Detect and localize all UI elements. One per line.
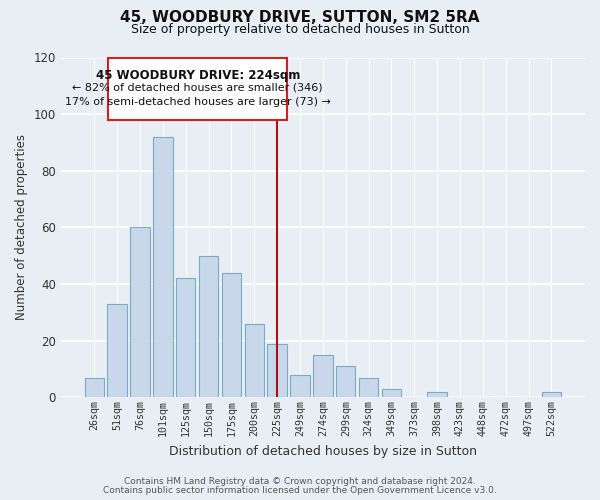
FancyBboxPatch shape (108, 58, 287, 120)
Bar (542, 392, 561, 398)
Text: ← 82% of detached houses are smaller (346): ← 82% of detached houses are smaller (34… (73, 83, 323, 93)
Bar (336, 366, 355, 398)
Bar (382, 389, 401, 398)
Y-axis label: Number of detached properties: Number of detached properties (15, 134, 28, 320)
Bar (290, 374, 310, 398)
Bar (359, 378, 379, 398)
Bar (313, 355, 332, 398)
X-axis label: Distribution of detached houses by size in Sutton: Distribution of detached houses by size … (169, 444, 477, 458)
Bar (199, 256, 218, 398)
Bar (130, 228, 150, 398)
Text: Size of property relative to detached houses in Sutton: Size of property relative to detached ho… (131, 22, 469, 36)
Bar (176, 278, 196, 398)
Bar (268, 344, 287, 398)
Text: Contains public sector information licensed under the Open Government Licence v3: Contains public sector information licen… (103, 486, 497, 495)
Bar (85, 378, 104, 398)
Bar (245, 324, 264, 398)
Text: 17% of semi-detached houses are larger (73) →: 17% of semi-detached houses are larger (… (65, 97, 331, 107)
Text: 45 WOODBURY DRIVE: 224sqm: 45 WOODBURY DRIVE: 224sqm (95, 69, 300, 82)
Text: Contains HM Land Registry data © Crown copyright and database right 2024.: Contains HM Land Registry data © Crown c… (124, 477, 476, 486)
Bar (222, 273, 241, 398)
Bar (107, 304, 127, 398)
Bar (153, 137, 173, 398)
Bar (427, 392, 447, 398)
Text: 45, WOODBURY DRIVE, SUTTON, SM2 5RA: 45, WOODBURY DRIVE, SUTTON, SM2 5RA (120, 10, 480, 25)
